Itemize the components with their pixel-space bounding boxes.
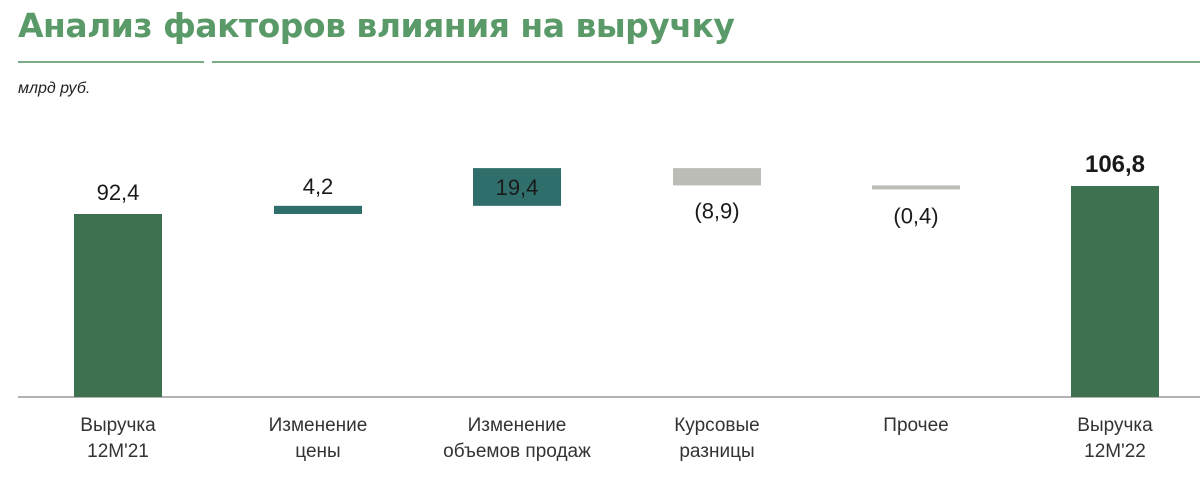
category-label-3-1: разницы (679, 441, 754, 462)
category-label-1-0: Изменение (269, 415, 368, 436)
value-label-5: 106,8 (1085, 151, 1145, 178)
value-label-3: (8,9) (694, 198, 739, 223)
category-label-5-1: 12М'22 (1084, 441, 1146, 462)
bar-3 (673, 168, 761, 186)
value-label-1: 4,2 (303, 174, 334, 199)
unit-label: млрд руб. (18, 80, 91, 97)
category-label-1-1: цены (295, 441, 340, 462)
value-label-0: 92,4 (97, 180, 140, 205)
category-label-0-0: Выручка (80, 415, 156, 436)
bar-2 (473, 168, 561, 206)
bar-0 (74, 214, 162, 397)
bar-5 (1071, 186, 1159, 397)
value-label-4: (0,4) (893, 203, 938, 228)
category-label-4-0: Прочее (883, 415, 948, 436)
title-underline-left (18, 61, 204, 63)
bar-4 (872, 185, 960, 190)
value-label-2: 19,4 (496, 175, 539, 200)
category-label-3-0: Курсовые (674, 415, 760, 436)
category-label-0-1: 12М'21 (87, 441, 149, 462)
title-underline-right (212, 61, 1200, 63)
category-label-5-0: Выручка (1077, 415, 1153, 436)
bar-1 (274, 205, 362, 214)
category-label-2-1: объемов продаж (443, 441, 591, 462)
page-title: Анализ факторов влияния на выручку (18, 6, 735, 45)
category-label-2-0: Изменение (468, 415, 567, 436)
